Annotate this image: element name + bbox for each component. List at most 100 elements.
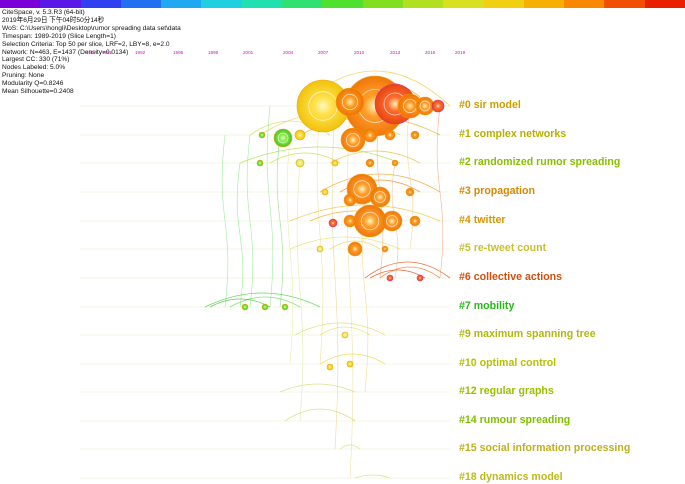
- info-line: Timespan: 1989-2019 (Slice Length=1): [2, 32, 116, 40]
- info-line: CiteSpace, v. 5.3.R3 (64-bit): [2, 9, 85, 16]
- color-legend-swatch: [402, 0, 444, 8]
- citation-arc: [339, 444, 361, 450]
- citation-node[interactable]: [416, 274, 424, 282]
- citation-node[interactable]: [340, 127, 366, 153]
- citation-node[interactable]: [258, 131, 266, 139]
- year-tick-label: 1992: [135, 50, 146, 55]
- citation-arc: [294, 322, 386, 336]
- cluster-label[interactable]: #10 optimal control: [459, 357, 557, 369]
- citation-node[interactable]: [410, 130, 420, 140]
- citation-node-ring: [374, 191, 386, 203]
- year-tick-label: 2007: [318, 50, 329, 55]
- color-legend-swatch: [523, 0, 565, 8]
- cluster-label[interactable]: #6 collective actions: [459, 271, 563, 283]
- cluster-label[interactable]: #7 mobility: [459, 300, 515, 312]
- network-info-panel: CiteSpace, v. 5.3.R3 (64-bit) 2019年6月29日 …: [2, 9, 181, 96]
- inter-cluster-link: [296, 162, 304, 422]
- citation-node[interactable]: [386, 274, 394, 282]
- color-legend-swatch: [443, 0, 484, 8]
- inter-cluster-link: [266, 105, 274, 308]
- timeline-year-axis: 1987 1989 1992 1995 1998 2001 2004 2007 2010 2013…: [0, 50, 685, 60]
- citation-node[interactable]: [316, 245, 324, 253]
- year-tick-label: 1989: [102, 50, 113, 55]
- color-legend-swatch: [241, 0, 283, 8]
- citation-node[interactable]: [415, 96, 435, 116]
- citation-node[interactable]: [328, 218, 338, 228]
- citation-node[interactable]: [343, 214, 357, 228]
- inter-cluster-link: [221, 134, 229, 308]
- citation-node[interactable]: [362, 127, 378, 143]
- color-legend-swatch: [120, 0, 162, 8]
- inter-cluster-link: [346, 105, 354, 479]
- citation-node-ring: [341, 93, 359, 111]
- citation-node-ring: [419, 100, 431, 112]
- citation-node-ring: [386, 215, 398, 227]
- citation-node[interactable]: [431, 99, 445, 113]
- citation-node[interactable]: [295, 158, 305, 168]
- citation-node[interactable]: [405, 187, 415, 197]
- citation-node[interactable]: [241, 303, 249, 311]
- info-line: 2019年6月29日 下午04时50分14秒: [2, 16, 105, 24]
- cluster-label[interactable]: #3 propagation: [459, 185, 535, 197]
- color-legend-swatch: [644, 0, 685, 8]
- year-tick-label: 1998: [208, 50, 219, 55]
- citation-node[interactable]: [369, 186, 391, 208]
- citation-node-ring: [345, 132, 360, 147]
- cluster-label[interactable]: #15 social information processing: [459, 442, 631, 454]
- citation-node[interactable]: [294, 129, 306, 141]
- color-legend-swatch: [80, 0, 121, 8]
- citation-node[interactable]: [347, 241, 363, 257]
- citation-arc: [239, 146, 401, 164]
- cluster-label[interactable]: #9 maximum spanning tree: [459, 328, 596, 340]
- color-legend-swatch: [362, 0, 403, 8]
- citation-node[interactable]: [384, 129, 396, 141]
- citation-node[interactable]: [346, 360, 354, 368]
- citation-node[interactable]: [335, 87, 365, 117]
- citation-node[interactable]: [365, 158, 375, 168]
- inter-cluster-link: [331, 105, 339, 450]
- cluster-label[interactable]: #18 dynamics model: [459, 471, 563, 483]
- cluster-label[interactable]: #4 twitter: [459, 214, 506, 226]
- citation-node[interactable]: [343, 193, 357, 207]
- citation-node[interactable]: [321, 188, 329, 196]
- info-line: Mean Silhouette=0.2408: [2, 88, 74, 96]
- citation-node[interactable]: [326, 363, 334, 371]
- cluster-label[interactable]: #2 randomized rumor spreading: [459, 156, 621, 168]
- inter-cluster-link: [246, 134, 254, 308]
- info-line: Modularity Q=0.8246: [2, 80, 64, 88]
- citation-node[interactable]: [353, 204, 387, 238]
- color-legend-swatch: [604, 0, 645, 8]
- color-legend-swatch: [161, 0, 202, 8]
- cluster-label[interactable]: #12 regular graphs: [459, 385, 554, 397]
- citation-arc: [204, 292, 321, 308]
- citation-node[interactable]: [409, 215, 421, 227]
- citation-node[interactable]: [256, 159, 264, 167]
- citation-node[interactable]: [331, 159, 339, 167]
- cluster-label[interactable]: #5 re-tweet count: [459, 242, 547, 254]
- cluster-label[interactable]: #0 sir model: [459, 99, 521, 111]
- inter-cluster-link: [436, 105, 444, 279]
- year-tick-label: 2004: [283, 50, 294, 55]
- citation-node[interactable]: [391, 159, 399, 167]
- info-line: Selection Criteria: Top 50 per slice, LR…: [2, 40, 170, 48]
- citation-node[interactable]: [381, 210, 403, 232]
- citation-node[interactable]: [261, 303, 269, 311]
- citation-arc: [229, 296, 301, 308]
- inter-cluster-link: [406, 105, 414, 250]
- citation-node[interactable]: [273, 128, 293, 148]
- cluster-label[interactable]: #14 rumour spreading: [459, 414, 571, 426]
- inter-cluster-link: [236, 162, 244, 308]
- info-line: Pruning: None: [2, 72, 45, 80]
- citation-node[interactable]: [341, 331, 349, 339]
- citation-node[interactable]: [381, 245, 389, 253]
- year-tick-label: 2016: [425, 50, 436, 55]
- citation-arc: [329, 150, 421, 164]
- citation-node[interactable]: [281, 303, 289, 311]
- cluster-label[interactable]: #1 complex networks: [459, 128, 567, 140]
- citation-arc: [364, 261, 451, 279]
- inter-cluster-link: [286, 134, 294, 365]
- year-tick-label: 1995: [173, 50, 184, 55]
- citation-arc: [279, 383, 356, 393]
- citation-node-ring: [353, 180, 371, 198]
